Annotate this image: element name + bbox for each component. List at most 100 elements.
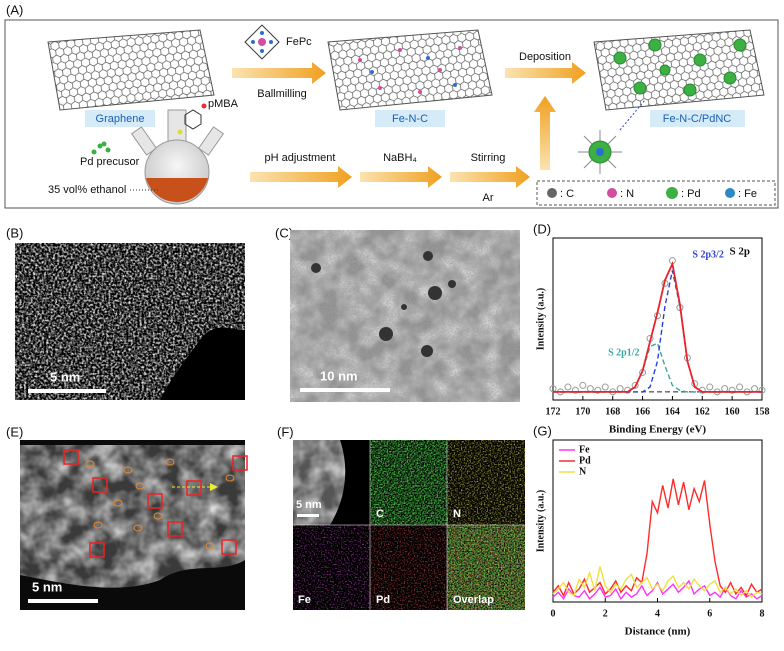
- fenc-label: Fe-N-C: [392, 113, 428, 125]
- nanocluster: [578, 130, 622, 174]
- map-n: [447, 440, 525, 525]
- legend-swatch: [666, 187, 678, 199]
- pmba-label: pMBA: [208, 98, 239, 110]
- panel-label: (B): [6, 225, 23, 240]
- raw-point: [594, 386, 602, 394]
- peak-label: S 2p1/2: [608, 348, 639, 359]
- step-label: Deposition: [519, 51, 571, 63]
- cluster-circles: [85, 458, 235, 550]
- x-tick-label: 162: [695, 406, 710, 417]
- arrow: [505, 62, 586, 84]
- raw-point: [564, 383, 572, 391]
- image-b: (B) 5 nm: [6, 225, 245, 400]
- raw-point: [616, 385, 624, 393]
- raw-point: [751, 385, 759, 393]
- line-scan-arrow: [210, 483, 218, 491]
- panel-label: (A): [6, 2, 23, 17]
- legend-item: : C: [560, 188, 574, 200]
- flask: [130, 109, 225, 205]
- arrow: [360, 166, 442, 188]
- tile-label: N: [453, 508, 461, 520]
- step-label: Ballmilling: [257, 88, 307, 100]
- tile-label: Pd: [376, 594, 390, 606]
- tile-borders: [293, 440, 525, 610]
- raw-point: [579, 381, 587, 389]
- x-tick-label: 168: [605, 406, 620, 417]
- x-axis-label: Binding Energy (eV): [609, 424, 707, 436]
- tem-texture: [290, 230, 520, 402]
- step-label: NaBH₄: [383, 152, 417, 164]
- label-bg: [375, 110, 445, 127]
- pd-clusters: [613, 38, 747, 97]
- panel-label: (G): [533, 423, 552, 438]
- label-bg: [85, 110, 155, 127]
- series-line: [553, 270, 762, 393]
- haadf-texture: [293, 440, 346, 525]
- raw-point: [736, 383, 744, 391]
- legend-item: : Pd: [681, 188, 701, 200]
- arrow: [232, 62, 326, 84]
- raw-point: [758, 386, 766, 394]
- raw-point: [601, 383, 609, 391]
- legend-item: : Fe: [738, 188, 757, 200]
- ethanol-label: 35 vol% ethanol: [48, 184, 126, 196]
- tile-label: C: [376, 508, 384, 520]
- y-axis-label: Intensity (a.u.): [535, 288, 546, 351]
- x-tick-label: 166: [635, 406, 650, 417]
- tile-label: Fe: [298, 594, 311, 606]
- legend-label: N: [579, 466, 587, 477]
- scale-label: 10 nm: [320, 368, 358, 383]
- fepc-molecule: [244, 24, 280, 60]
- series-line: [552, 566, 763, 599]
- pd-label: Pd precusor: [80, 156, 140, 168]
- product-label: Fe-N-C/PdNC: [663, 113, 732, 125]
- arrow: [534, 96, 556, 170]
- scale-label: 5 nm: [50, 369, 80, 384]
- map-fe: [293, 525, 370, 610]
- scale-label: 5 nm: [32, 579, 62, 594]
- single-atom-boxes: [63, 449, 248, 558]
- fit-line: [553, 260, 762, 393]
- raw-point: [586, 385, 594, 393]
- map-overlap: [447, 525, 525, 610]
- nanoparticles: [311, 251, 456, 357]
- scale-bar: [300, 388, 390, 392]
- peak-label: S 2p3/2: [692, 250, 723, 261]
- panel-label: (C): [275, 225, 293, 240]
- panel-label: (D): [533, 221, 551, 236]
- legend-box: [536, 180, 776, 206]
- x-axis-label: Distance (nm): [625, 626, 691, 638]
- step-label: pH adjustment: [265, 152, 336, 164]
- image-c: (C) 10 nm: [275, 225, 520, 402]
- legend-swatch: [725, 188, 735, 198]
- fenc-sheet: [327, 29, 493, 111]
- scale-bar: [28, 599, 98, 603]
- map-pd: [370, 525, 447, 610]
- legend-swatch: [547, 188, 557, 198]
- legend-swatch: [607, 188, 617, 198]
- x-tick-label: 2: [603, 608, 608, 619]
- series-line: [552, 478, 763, 598]
- scale-label: 5 nm: [296, 499, 322, 511]
- x-tick-label: 4: [655, 608, 660, 619]
- scheme-frame: [4, 19, 779, 209]
- graphene-sheet: [47, 29, 215, 111]
- x-tick-label: 164: [665, 406, 680, 417]
- pointer: [619, 99, 646, 131]
- panel-label: (F): [277, 424, 294, 439]
- arrow: [250, 166, 352, 188]
- step-label: Ar: [483, 192, 494, 204]
- x-tick-label: 8: [760, 608, 765, 619]
- series-line: [553, 342, 762, 393]
- x-tick-label: 170: [575, 406, 590, 417]
- arrow: [450, 166, 530, 188]
- raw-point: [571, 386, 579, 394]
- legend-label: Pd: [579, 455, 591, 466]
- map-c: [370, 440, 447, 525]
- x-tick-label: 158: [755, 406, 770, 417]
- x-tick-label: 172: [546, 406, 561, 417]
- pmba-molecule: [177, 103, 207, 135]
- tile-label: Overlap: [453, 594, 494, 606]
- legend-item: : N: [620, 188, 634, 200]
